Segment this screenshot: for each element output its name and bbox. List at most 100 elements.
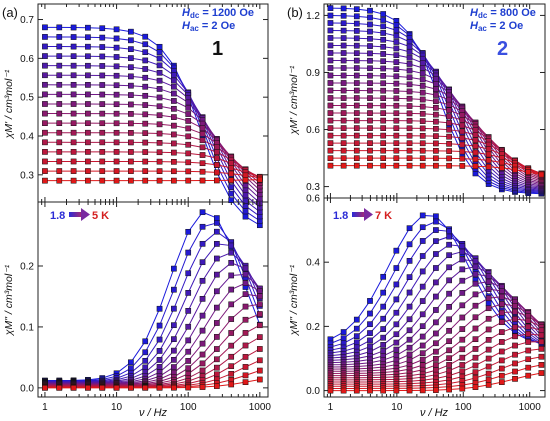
- data-point: [70, 81, 77, 88]
- data-point: [171, 149, 177, 156]
- data-point: [393, 80, 400, 87]
- data-point: [367, 298, 373, 304]
- data-point: [406, 49, 413, 55]
- data-point: [113, 101, 120, 108]
- data-point: [171, 286, 177, 293]
- data-point: [406, 162, 413, 169]
- data-point: [142, 74, 149, 81]
- data-point: [419, 350, 426, 357]
- data-point: [70, 129, 77, 136]
- panel-a-temperature-arrow: 1.8 5 K: [50, 208, 109, 222]
- data-point: [472, 302, 479, 309]
- data-point: [367, 57, 373, 64]
- data-point: [459, 314, 466, 321]
- data-point: [367, 35, 373, 42]
- data-point: [128, 64, 134, 71]
- data-point: [367, 65, 373, 72]
- data-point: [228, 316, 235, 322]
- data-point: [128, 120, 134, 127]
- data-point: [171, 98, 177, 104]
- data-point: [393, 387, 400, 394]
- data-point: [472, 132, 479, 138]
- y-tick-label: 0.9: [306, 68, 320, 79]
- data-point: [406, 289, 413, 296]
- x-tick-label: 10: [391, 402, 403, 413]
- data-point: [340, 72, 347, 79]
- data-point: [199, 327, 206, 334]
- data-point: [380, 348, 387, 354]
- data-point: [419, 76, 426, 83]
- data-point: [393, 39, 400, 45]
- data-point: [446, 140, 452, 147]
- series-line: [44, 103, 261, 191]
- data-point: [199, 144, 206, 151]
- data-point: [199, 360, 206, 367]
- data-point: [406, 110, 413, 117]
- data-point: [171, 105, 177, 112]
- data-point: [393, 346, 400, 353]
- data-point: [433, 218, 439, 225]
- data-point: [56, 62, 63, 69]
- y-tick-label: 0.6: [306, 194, 320, 205]
- data-point: [393, 45, 400, 52]
- data-point: [171, 168, 177, 175]
- data-point: [353, 117, 360, 124]
- data-point: [70, 72, 77, 79]
- data-point: [393, 95, 400, 102]
- data-point: [393, 117, 400, 124]
- data-point: [85, 34, 91, 41]
- data-point: [340, 95, 347, 101]
- data-point: [142, 130, 149, 136]
- data-point: [185, 141, 192, 148]
- data-point: [406, 54, 413, 61]
- data-point: [42, 139, 48, 146]
- data-point: [472, 336, 479, 343]
- data-point: [171, 90, 177, 97]
- panel-b-hac-symbol: H: [470, 20, 479, 32]
- data-point: [485, 346, 492, 353]
- data-point: [156, 43, 163, 50]
- data-point: [242, 177, 249, 183]
- data-point: [42, 62, 48, 69]
- data-point: [214, 241, 220, 247]
- data-point: [393, 27, 400, 34]
- data-point: [142, 349, 149, 356]
- data-point: [353, 325, 360, 332]
- data-point: [459, 128, 466, 135]
- data-point: [142, 33, 149, 40]
- y-tick-label: 0.1: [20, 322, 34, 333]
- data-point: [340, 12, 347, 19]
- data-point: [459, 122, 466, 129]
- series-line: [44, 122, 261, 184]
- data-point: [340, 87, 347, 94]
- series-line: [44, 243, 261, 383]
- data-point: [156, 103, 163, 110]
- data-point: [113, 385, 120, 391]
- data-point: [446, 252, 452, 259]
- data-point: [367, 117, 373, 124]
- data-point: [446, 133, 452, 140]
- data-point: [256, 322, 263, 329]
- series-line: [44, 222, 261, 382]
- data-point: [485, 151, 492, 158]
- data-point: [538, 362, 545, 368]
- data-point: [419, 162, 426, 169]
- data-point: [419, 89, 426, 96]
- panel-b-hdc-symbol: H: [470, 7, 479, 19]
- data-point: [56, 101, 63, 107]
- data-point: [113, 35, 120, 42]
- data-point: [380, 23, 387, 30]
- data-point: [380, 326, 387, 332]
- data-point: [42, 385, 48, 391]
- data-point: [485, 355, 492, 362]
- data-point: [380, 387, 387, 394]
- panel-b-compound-number: 2: [497, 38, 508, 60]
- data-point: [353, 339, 360, 346]
- panel-b-temperature-arrow: 1.8 7 K: [333, 208, 392, 222]
- data-point: [156, 55, 163, 62]
- data-point: [199, 340, 206, 347]
- data-point: [433, 356, 439, 362]
- data-point: [128, 139, 134, 146]
- data-point: [99, 91, 106, 98]
- data-point: [56, 177, 63, 184]
